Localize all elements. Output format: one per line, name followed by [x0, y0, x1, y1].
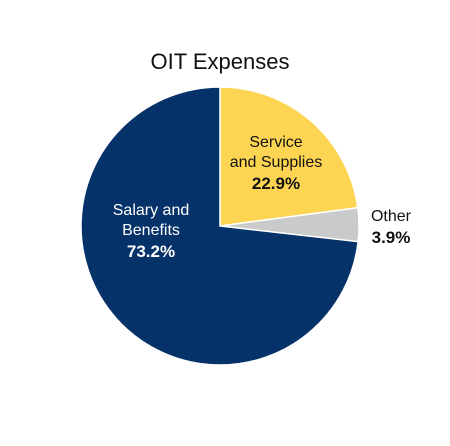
slice-label: Salary and Benefits	[113, 202, 190, 239]
slice-label: Other	[371, 208, 412, 225]
pie-slice	[80, 86, 359, 366]
pie-slice	[219, 86, 359, 227]
chart-title: OIT Expenses	[151, 49, 290, 74]
slice-percent-label: 73.2%	[127, 242, 175, 261]
slice-percent-label: 22.9%	[252, 174, 300, 193]
pie-labels: Service and Supplies 22.9% Other 3.9% Salary …	[113, 134, 412, 261]
slice-label: Service and Supplies	[230, 134, 323, 171]
slice-percent-label: 3.9%	[372, 228, 411, 247]
pie-slices	[80, 86, 360, 366]
